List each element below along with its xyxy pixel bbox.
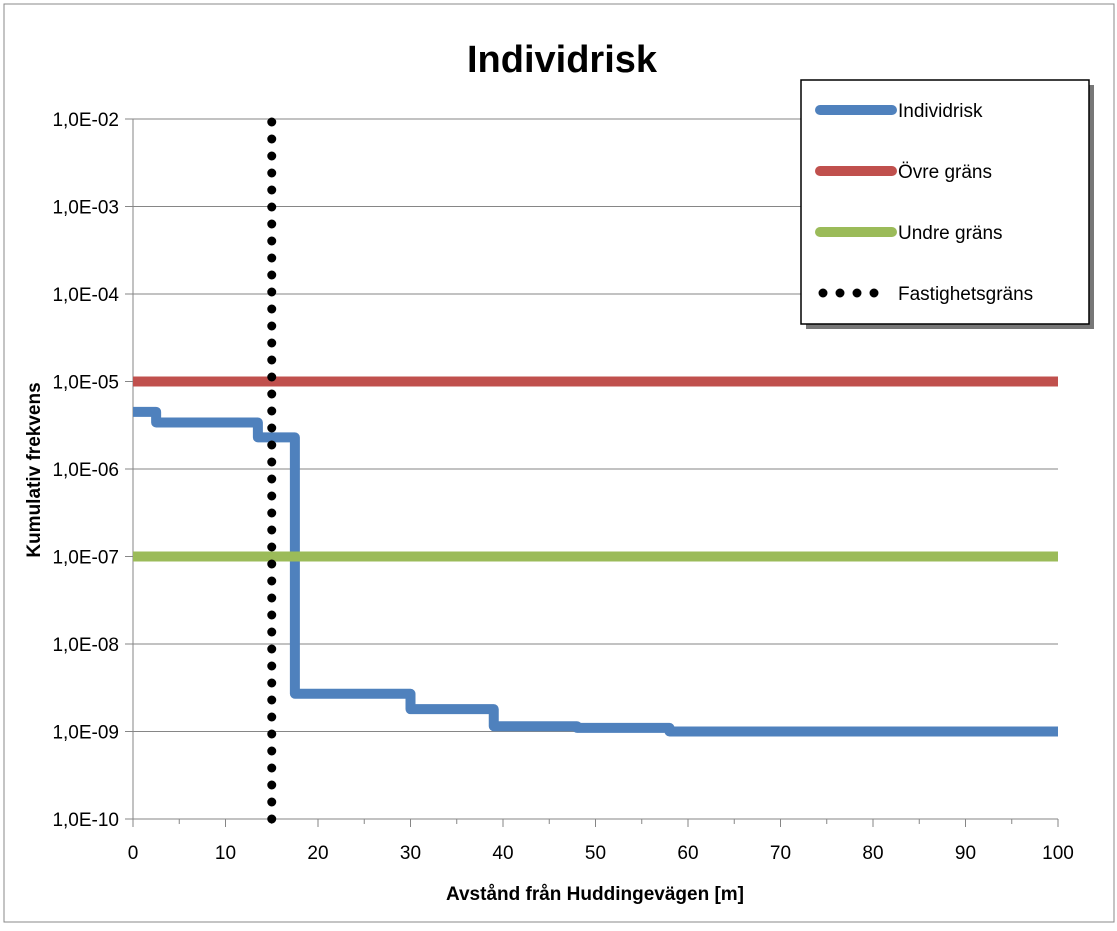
y-tick-label: 1,0E-09 — [52, 723, 119, 744]
legend-label: Undre gräns — [898, 223, 1003, 244]
x-tick-label: 80 — [862, 843, 883, 864]
y-tick-label: 1,0E-08 — [52, 635, 119, 656]
x-tick-label: 60 — [677, 843, 698, 864]
x-tick-label: 50 — [585, 843, 606, 864]
legend-entry-fastighetsgrans: Fastighetsgräns — [818, 284, 1033, 305]
series-line-individrisk — [133, 406, 1058, 737]
y-axis-title: Kumulativ frekvens — [24, 382, 45, 557]
legend-entry-ovre-grans: Övre gräns — [815, 162, 992, 183]
y-tick-label: 1,0E-10 — [52, 810, 119, 831]
legend-entry-undre-grans: Undre gräns — [815, 223, 1003, 244]
y-tick-label: 1,0E-06 — [52, 460, 119, 481]
axis-layer: 1,0E-10 1,0E-09 1,0E-08 1,0E-07 1,0E-06 1,0E-… — [52, 110, 1073, 864]
y-tick-label: 1,0E-02 — [52, 110, 119, 131]
series-layer — [133, 114, 1058, 824]
legend-items: Individrisk Övre gräns Undre gräns Fastighe… — [815, 101, 1033, 305]
x-tick-label: 70 — [770, 843, 791, 864]
y-tick-label: 1,0E-04 — [52, 285, 119, 306]
y-tick-label: 1,0E-05 — [52, 373, 119, 394]
x-tick-label: 100 — [1042, 843, 1074, 864]
legend-entry-individrisk: Individrisk — [815, 101, 983, 122]
chart-title: Individrisk — [467, 39, 658, 81]
legend-label: Individrisk — [898, 101, 983, 122]
x-tick-label: 20 — [307, 843, 328, 864]
x-tick-label: 90 — [955, 843, 976, 864]
y-tick-label: 1,0E-07 — [52, 548, 119, 569]
x-axis-title: Avstånd från Huddingevägen [m] — [446, 884, 744, 905]
legend-label: Fastighetsgräns — [898, 284, 1033, 305]
legend: Individrisk Övre gräns Undre gräns Fastighe… — [800, 79, 1094, 329]
x-tick-label: 40 — [492, 843, 513, 864]
x-tick-label: 0 — [128, 843, 139, 864]
legend-box — [800, 79, 1090, 325]
x-tick-label: 10 — [215, 843, 236, 864]
x-tick-label: 30 — [400, 843, 421, 864]
legend-label: Övre gräns — [898, 162, 992, 183]
y-tick-label: 1,0E-03 — [52, 198, 119, 219]
